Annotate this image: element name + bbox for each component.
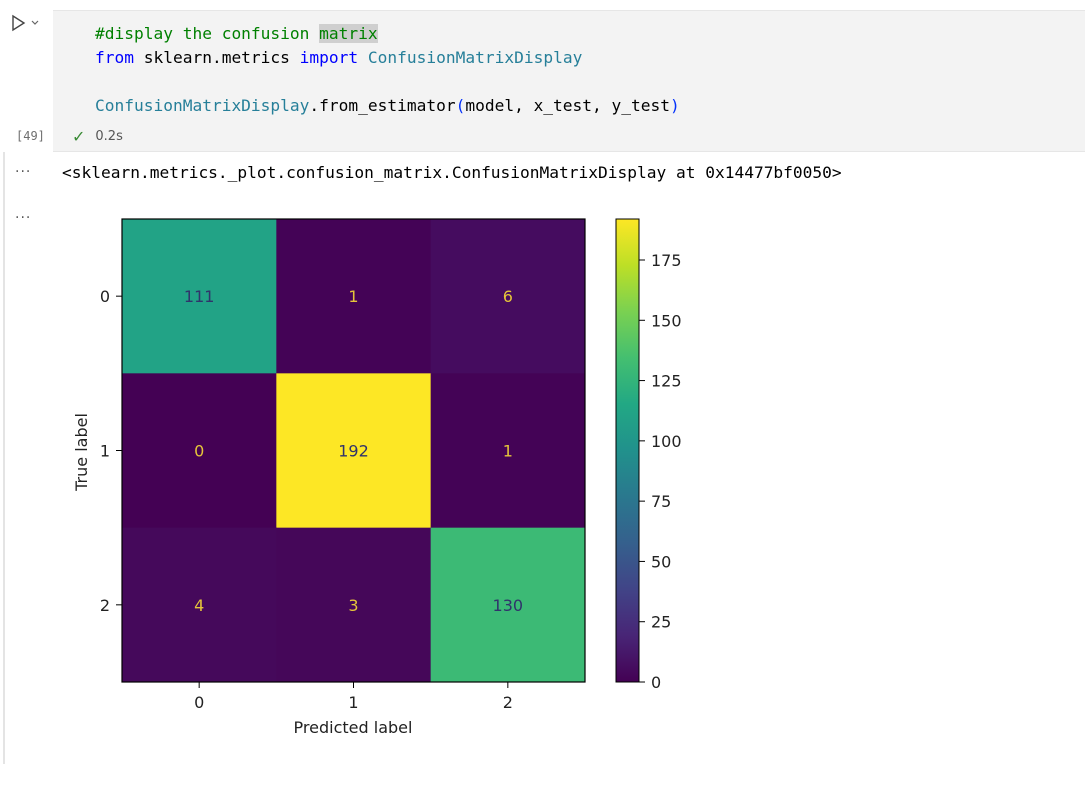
execution-status: ✓ 0.2s: [72, 127, 123, 146]
cell-value-label: 1: [503, 442, 513, 461]
open-paren: (: [455, 96, 466, 115]
x-tick-label: 0: [194, 693, 204, 712]
code-line-1: #display the confusion matrix: [95, 23, 378, 45]
code-line-2: from sklearn.metrics import ConfusionMat…: [95, 47, 582, 69]
cell-value-label: 6: [503, 287, 513, 306]
code-line-4: ConfusionMatrixDisplay.from_estimator(mo…: [95, 95, 680, 117]
matrix-cell: [430, 373, 586, 529]
y-tick-label: 1: [100, 442, 110, 461]
colorbar-tick-label: 0: [651, 673, 661, 692]
keyword-import: import: [299, 48, 359, 67]
matrix-cells: 111 1 60 192 14 3 130: [122, 219, 586, 683]
execution-duration: 0.2s: [95, 129, 123, 144]
chevron-down-icon[interactable]: [30, 18, 40, 28]
x-tick-label: 1: [348, 693, 358, 712]
imported-class: ConfusionMatrixDisplay: [367, 48, 583, 67]
output-more-button[interactable]: ···: [15, 164, 32, 180]
colorbar-ticks: 0 25 50 75 100 125 150 175: [639, 251, 682, 692]
space: [358, 48, 368, 67]
cell-value-label: 1: [348, 287, 358, 306]
output-repr-text: <sklearn.metrics._plot.confusion_matrix.…: [62, 163, 842, 182]
matrix-cell: [276, 219, 432, 374]
colorbar-tick-label: 100: [651, 432, 682, 451]
module-name: sklearn.metrics: [133, 48, 300, 67]
colorbar-tick-label: 50: [651, 552, 671, 571]
colorbar-tick-label: 175: [651, 251, 682, 270]
colorbar: [616, 219, 639, 682]
colorbar-tick-label: 125: [651, 372, 682, 391]
comment-text: #display the confusion: [95, 24, 320, 43]
class-name: ConfusionMatrixDisplay: [95, 96, 310, 115]
matrix-cell: [430, 527, 586, 683]
colorbar-tick-label: 75: [651, 492, 671, 511]
matrix-cell: [122, 527, 277, 683]
y-tick-label: 2: [100, 596, 110, 615]
colorbar-tick-label: 150: [651, 311, 682, 330]
matrix-cell: [276, 527, 432, 683]
output-gutter: [3, 152, 5, 764]
cell-value-label: 0: [194, 442, 204, 461]
keyword-from: from: [95, 48, 134, 67]
cell-value-label: 111: [184, 287, 215, 306]
close-paren: ): [670, 96, 680, 115]
cell-value-label: 192: [338, 442, 369, 461]
matrix-cell: [430, 219, 586, 374]
code-editor[interactable]: #display the confusion matrix from sklea…: [53, 10, 1085, 152]
colorbar-frame: [615, 218, 640, 683]
cell-value-label: 3: [348, 596, 358, 615]
cell-value-label: 130: [493, 596, 524, 615]
output-more-button-2[interactable]: ···: [15, 210, 32, 226]
y-tick-label: 0: [100, 287, 110, 306]
matrix-cell: [276, 373, 432, 529]
highlighted-word: matrix: [319, 24, 378, 43]
execution-count: [49]: [16, 129, 45, 143]
play-icon: [12, 14, 26, 32]
y-axis-label: True label: [72, 413, 91, 492]
matrix-axes: 0 1 2 0 1 2: [100, 287, 513, 712]
call-arguments: model, x_test, y_test: [465, 96, 671, 115]
cell-value-label: 4: [194, 596, 204, 615]
x-axis-label: Predicted label: [294, 718, 413, 737]
check-icon: ✓: [72, 127, 86, 146]
matrix-frame: [121, 218, 586, 683]
matrix-cell: [122, 219, 277, 374]
run-cell-button[interactable]: [10, 12, 46, 34]
matrix-cell: [122, 373, 277, 529]
method-name: .from_estimator: [309, 96, 456, 115]
colorbar-tick-label: 25: [651, 613, 671, 632]
x-tick-label: 2: [503, 693, 513, 712]
